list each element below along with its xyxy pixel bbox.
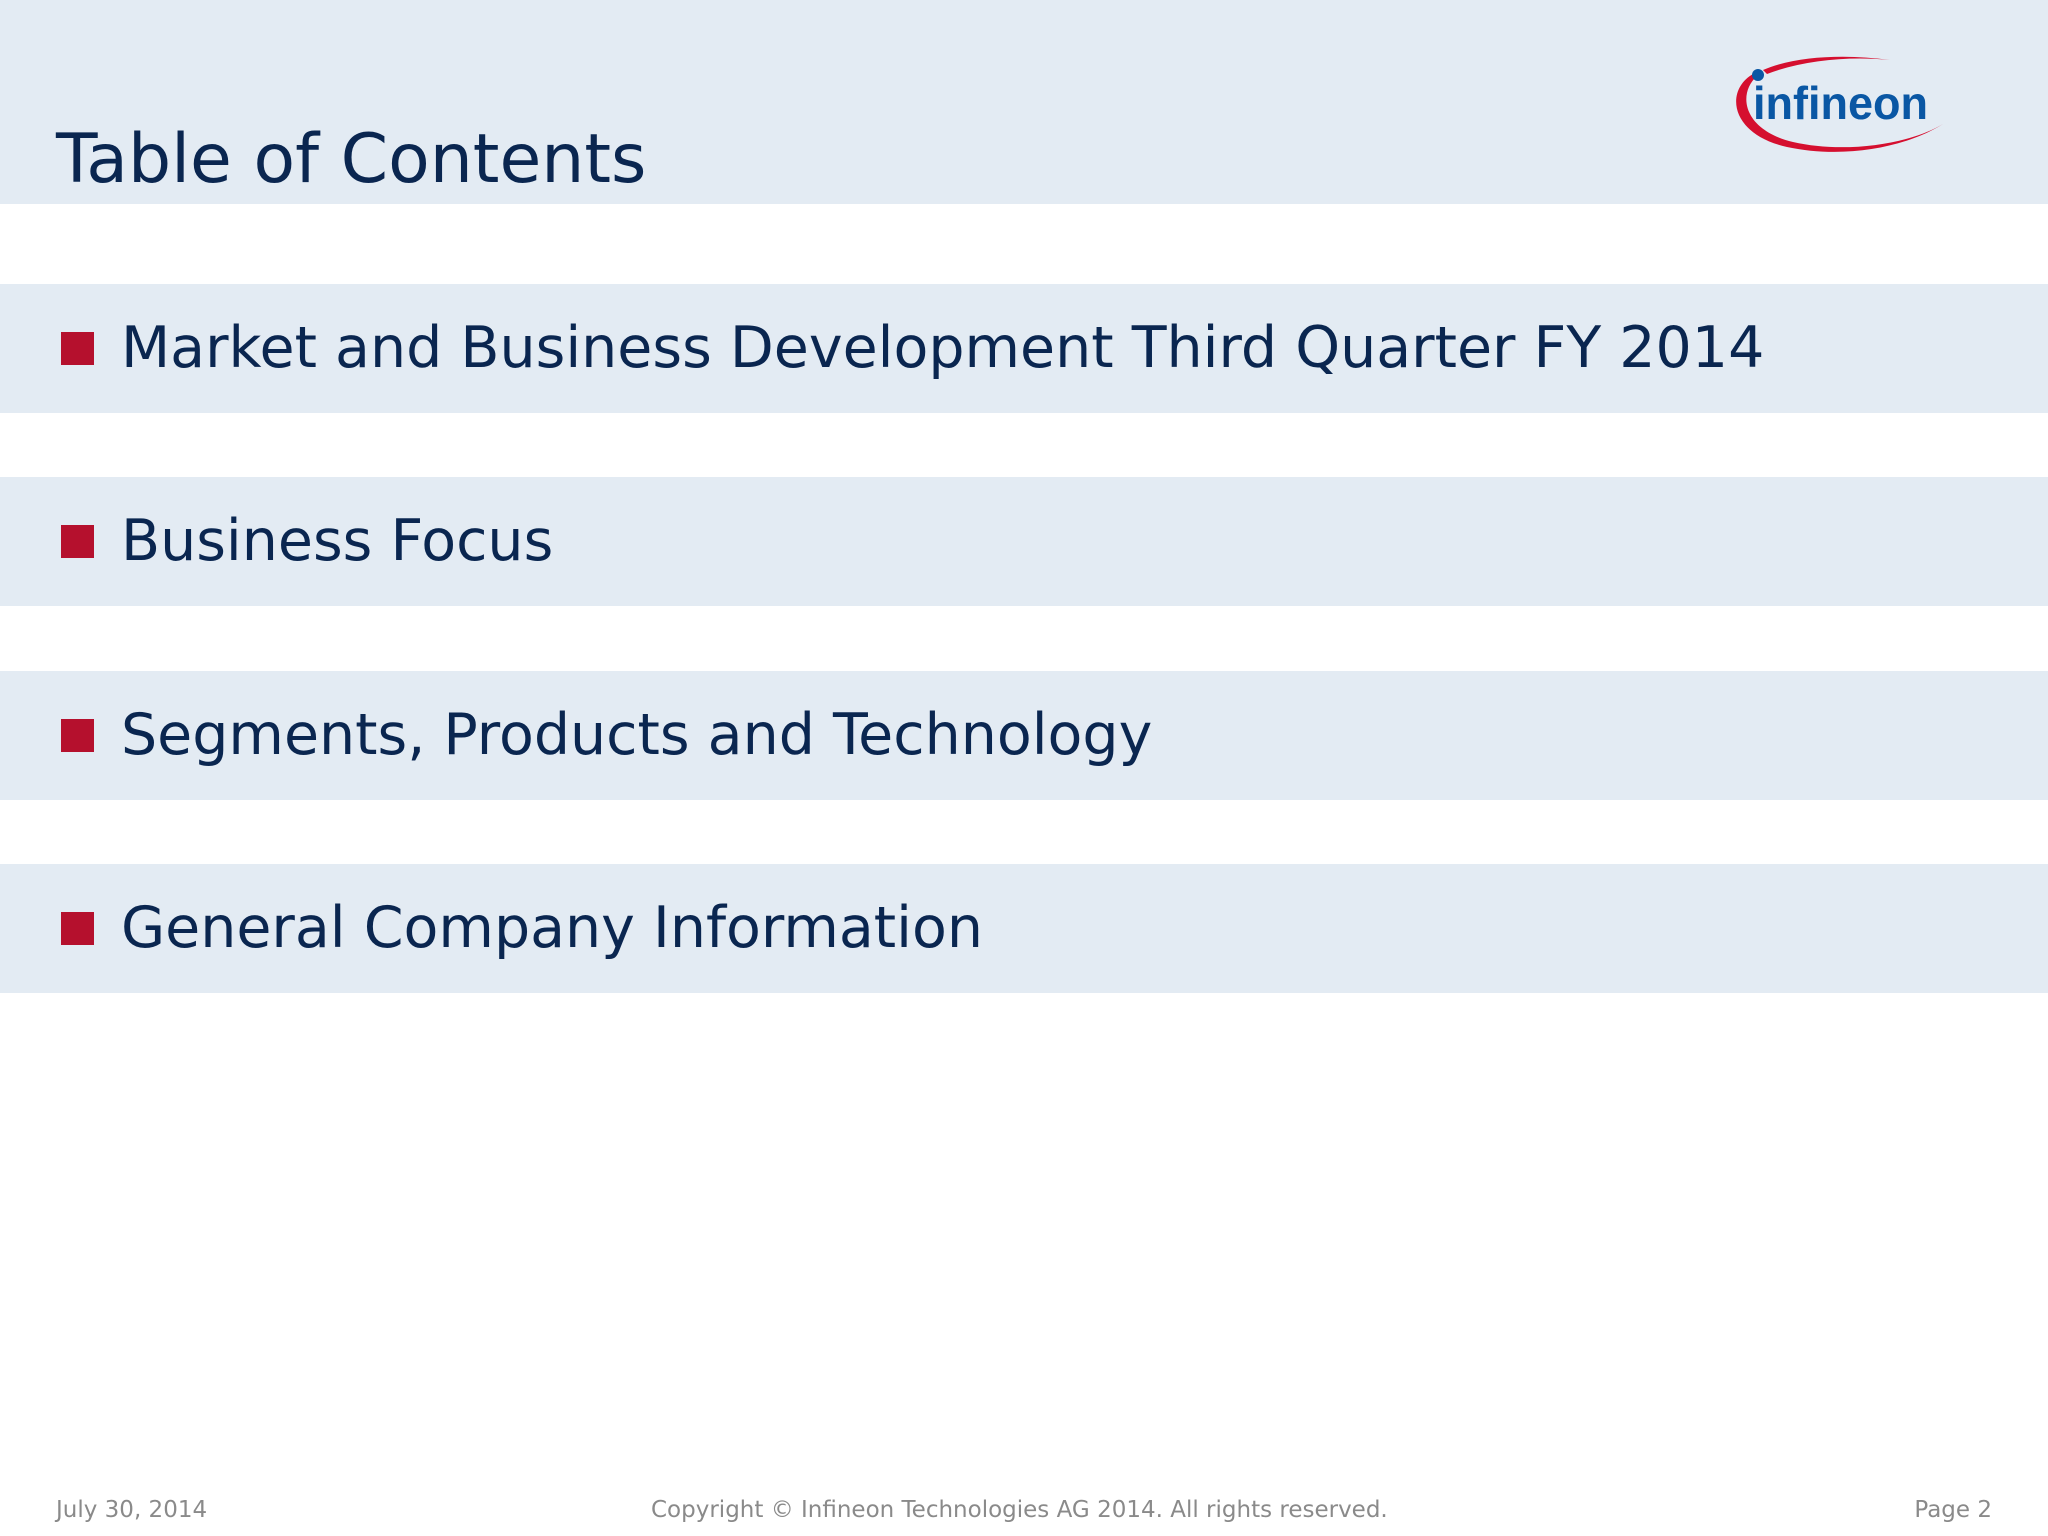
footer-copyright: Copyright © Infineon Technologies AG 201…: [651, 1497, 1388, 1523]
red-square-bullet-icon: [61, 719, 94, 752]
infineon-logo: infineon: [1736, 56, 1943, 152]
page-title: Table of Contents: [56, 120, 647, 199]
footer-date: July 30, 2014: [56, 1497, 208, 1523]
red-square-bullet-icon: [61, 912, 94, 945]
red-square-bullet-icon: [61, 525, 94, 558]
toc-item-label: General Company Information: [121, 895, 983, 961]
logo-dot: [1752, 69, 1764, 81]
toc-item-label: Market and Business Development Third Qu…: [121, 315, 1765, 381]
toc-item[interactable]: Business Focus: [0, 477, 2048, 606]
toc-item[interactable]: Segments, Products and Technology: [0, 671, 2048, 800]
toc-item[interactable]: Market and Business Development Third Qu…: [0, 284, 2048, 413]
red-square-bullet-icon: [61, 332, 94, 365]
logo-swoosh-upper: [1763, 56, 1890, 74]
toc-item-label: Segments, Products and Technology: [121, 702, 1153, 768]
logo-wordmark: infineon: [1753, 77, 1928, 129]
header-band: Table of Contents infineon: [0, 0, 2048, 204]
toc-item[interactable]: General Company Information: [0, 864, 2048, 993]
footer-page-number: Page 2: [1914, 1497, 1992, 1523]
toc-item-label: Business Focus: [121, 508, 554, 574]
